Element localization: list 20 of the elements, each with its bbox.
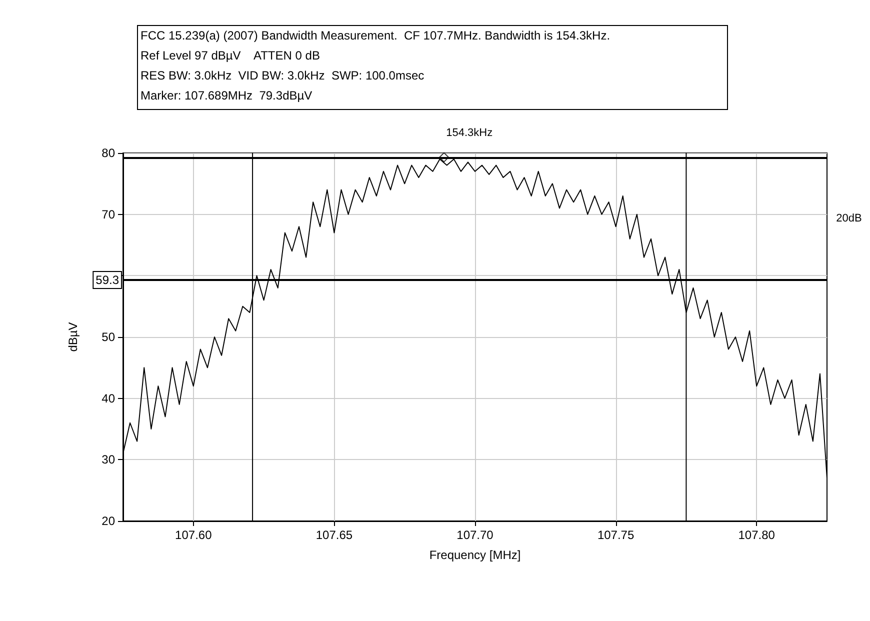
x-axis-title: Frequency [MHz] <box>429 548 521 562</box>
text: 20dB <box>836 212 862 225</box>
x-tick-label: 107.80 <box>738 528 776 542</box>
y-axis-title: dBµV <box>66 322 80 352</box>
y-tick-label: 40 <box>102 391 116 406</box>
x-tick-label: 107.70 <box>456 528 494 542</box>
y-tick-label: 70 <box>102 207 116 222</box>
annotation: 154.3kHz <box>446 127 493 139</box>
y-tick-label: 30 <box>102 452 116 467</box>
text: Ref Level 97 dBµV ATTEN 0 dB <box>140 48 320 62</box>
y-tick-label: 20 <box>102 514 116 528</box>
x-tick-label: 107.60 <box>175 528 212 542</box>
text: Marker: 107.689MHz 79.3dBµV <box>140 88 312 102</box>
chart-title: FCC 15.239(a) (2007) Bandwidth Measurement. CF 107.7MHz. Bandwidth is 154.3kHz. <box>140 28 610 42</box>
y-tick-label: 50 <box>102 330 116 344</box>
x-tick-label: 107.75 <box>597 528 634 542</box>
x-tick-label: 107.65 <box>316 528 353 542</box>
y-tick-label: 80 <box>102 146 116 160</box>
text: RES BW: 3.0kHz VID BW: 3.0kHz SWP: 100.0msec <box>140 68 424 82</box>
ref-line-label: 59.3 <box>96 272 120 287</box>
